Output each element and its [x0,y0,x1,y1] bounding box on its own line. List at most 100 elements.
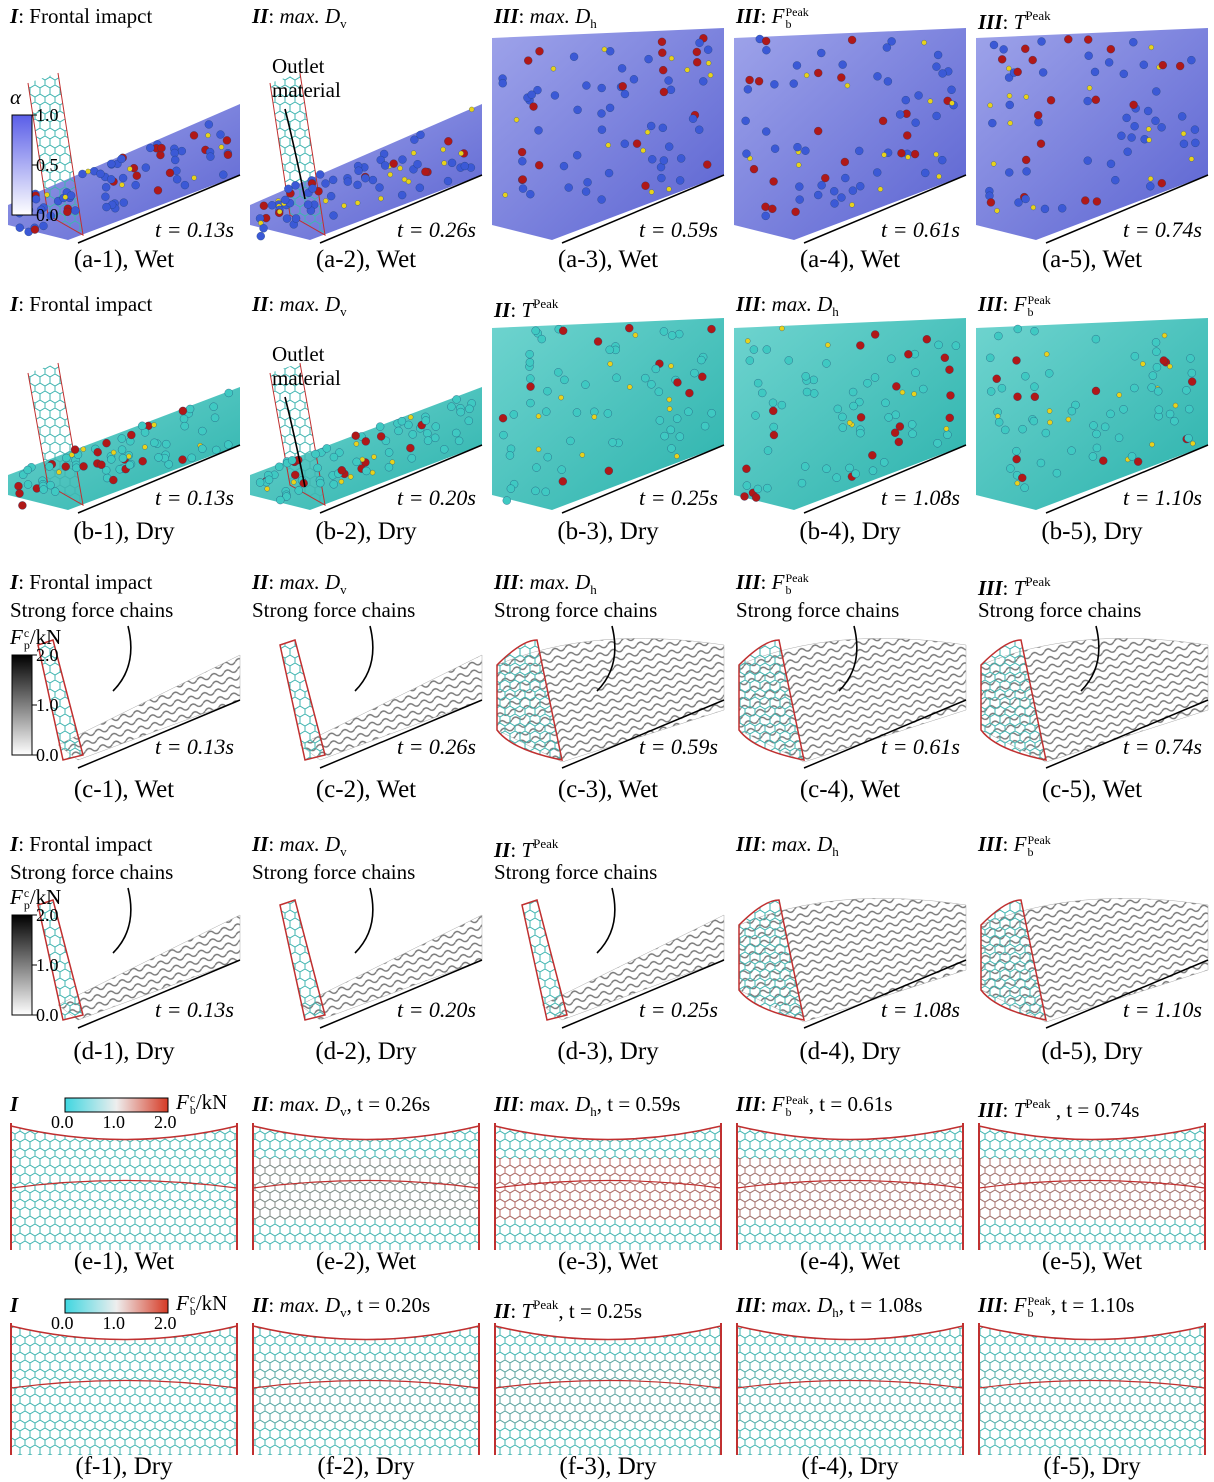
particle [796,196,804,204]
particle [922,40,927,45]
time-label: t = 0.20s [250,486,476,510]
colorbar-tick-label: 0.0 [36,203,59,227]
particle [837,194,845,202]
particle [532,464,540,472]
particle [166,169,174,177]
caption-text: (b-1), Dry [73,518,174,545]
particle [770,178,778,186]
panel-heading: III: FPeakb [978,292,1051,318]
flow-render [492,318,724,513]
particle [904,350,912,358]
particle [674,454,679,459]
particle [354,441,359,446]
text: : [1003,576,1014,600]
particle [559,327,567,335]
particle [684,408,692,416]
particle [619,82,627,90]
particle [1001,426,1009,434]
particle [1037,140,1045,148]
particle [856,341,864,349]
particle [1176,62,1184,70]
particle [669,56,674,61]
particle [641,374,649,382]
particle [371,454,376,459]
time-label: t = 0.13s [8,486,234,510]
superscript: Peak [1025,1096,1050,1111]
particle [1107,160,1115,168]
particle [1006,66,1011,71]
panel-caption: (a-2), Wet [250,248,482,272]
particle [1159,61,1167,69]
particle [304,201,312,209]
particle [44,192,49,197]
particle [825,343,830,348]
panel-caption: (b-3), Dry [492,520,724,544]
particle [685,67,690,72]
particle [542,408,550,416]
net-loaded [495,1358,721,1425]
text: : [1003,832,1014,856]
particle [1005,168,1013,176]
symbol: T [1014,1098,1026,1122]
particle [1089,452,1097,460]
particle [1158,179,1166,187]
particle [1128,452,1136,460]
panel-caption: (e-2), Wet [250,1250,482,1274]
colorbar-tick-label: 1.0 [103,1311,126,1335]
caption-text: (e-5), Wet [1042,1248,1142,1275]
particle [665,143,673,151]
particle [457,408,465,416]
particle [1158,123,1166,131]
particle [661,432,669,440]
stage-label: III [736,292,761,316]
particle [1140,361,1145,366]
tick-text: 0.0 [51,1112,74,1132]
particle [902,96,910,104]
particle [370,470,375,475]
particle [559,477,567,485]
stage-label: I [10,1092,18,1116]
particle [649,189,654,194]
particle [750,165,758,173]
text: : [268,4,279,28]
particle [560,162,568,170]
particle [1090,421,1098,429]
symbol: T [1014,10,1026,34]
particle [1012,356,1020,364]
time-text: t = 0.59s [639,217,718,242]
colorbar-tick-label: 1.0 [103,1110,126,1134]
particle [146,144,154,152]
particle [1015,481,1020,486]
particle [574,106,582,114]
particle [398,417,406,425]
text: : [519,1092,530,1116]
particle [288,456,296,464]
text: : [1003,1293,1014,1317]
particle [385,463,393,471]
particle [911,369,919,377]
particle [946,414,954,422]
particle [381,161,389,169]
particle [939,69,947,77]
particle [1006,101,1014,109]
panel-heading: II: TPeak, t = 0.25s [494,1293,642,1323]
particle [868,451,876,459]
particle [1189,157,1194,162]
net-loaded [495,1158,721,1220]
superscript: Peak [533,836,558,851]
particle [162,440,170,448]
particle [846,464,854,472]
particle [667,86,675,94]
particle [621,140,629,148]
particle [519,185,527,193]
text: : [761,1092,772,1116]
particle [685,389,693,397]
panel-caption: (b-4), Dry [734,520,966,544]
particle [530,103,538,111]
particle [995,414,1000,419]
annotation-text: Outlet material [272,342,341,390]
particle [421,168,429,176]
particle [355,200,360,205]
particle [1124,148,1132,156]
panel-heading: II: TPeak [494,832,558,862]
